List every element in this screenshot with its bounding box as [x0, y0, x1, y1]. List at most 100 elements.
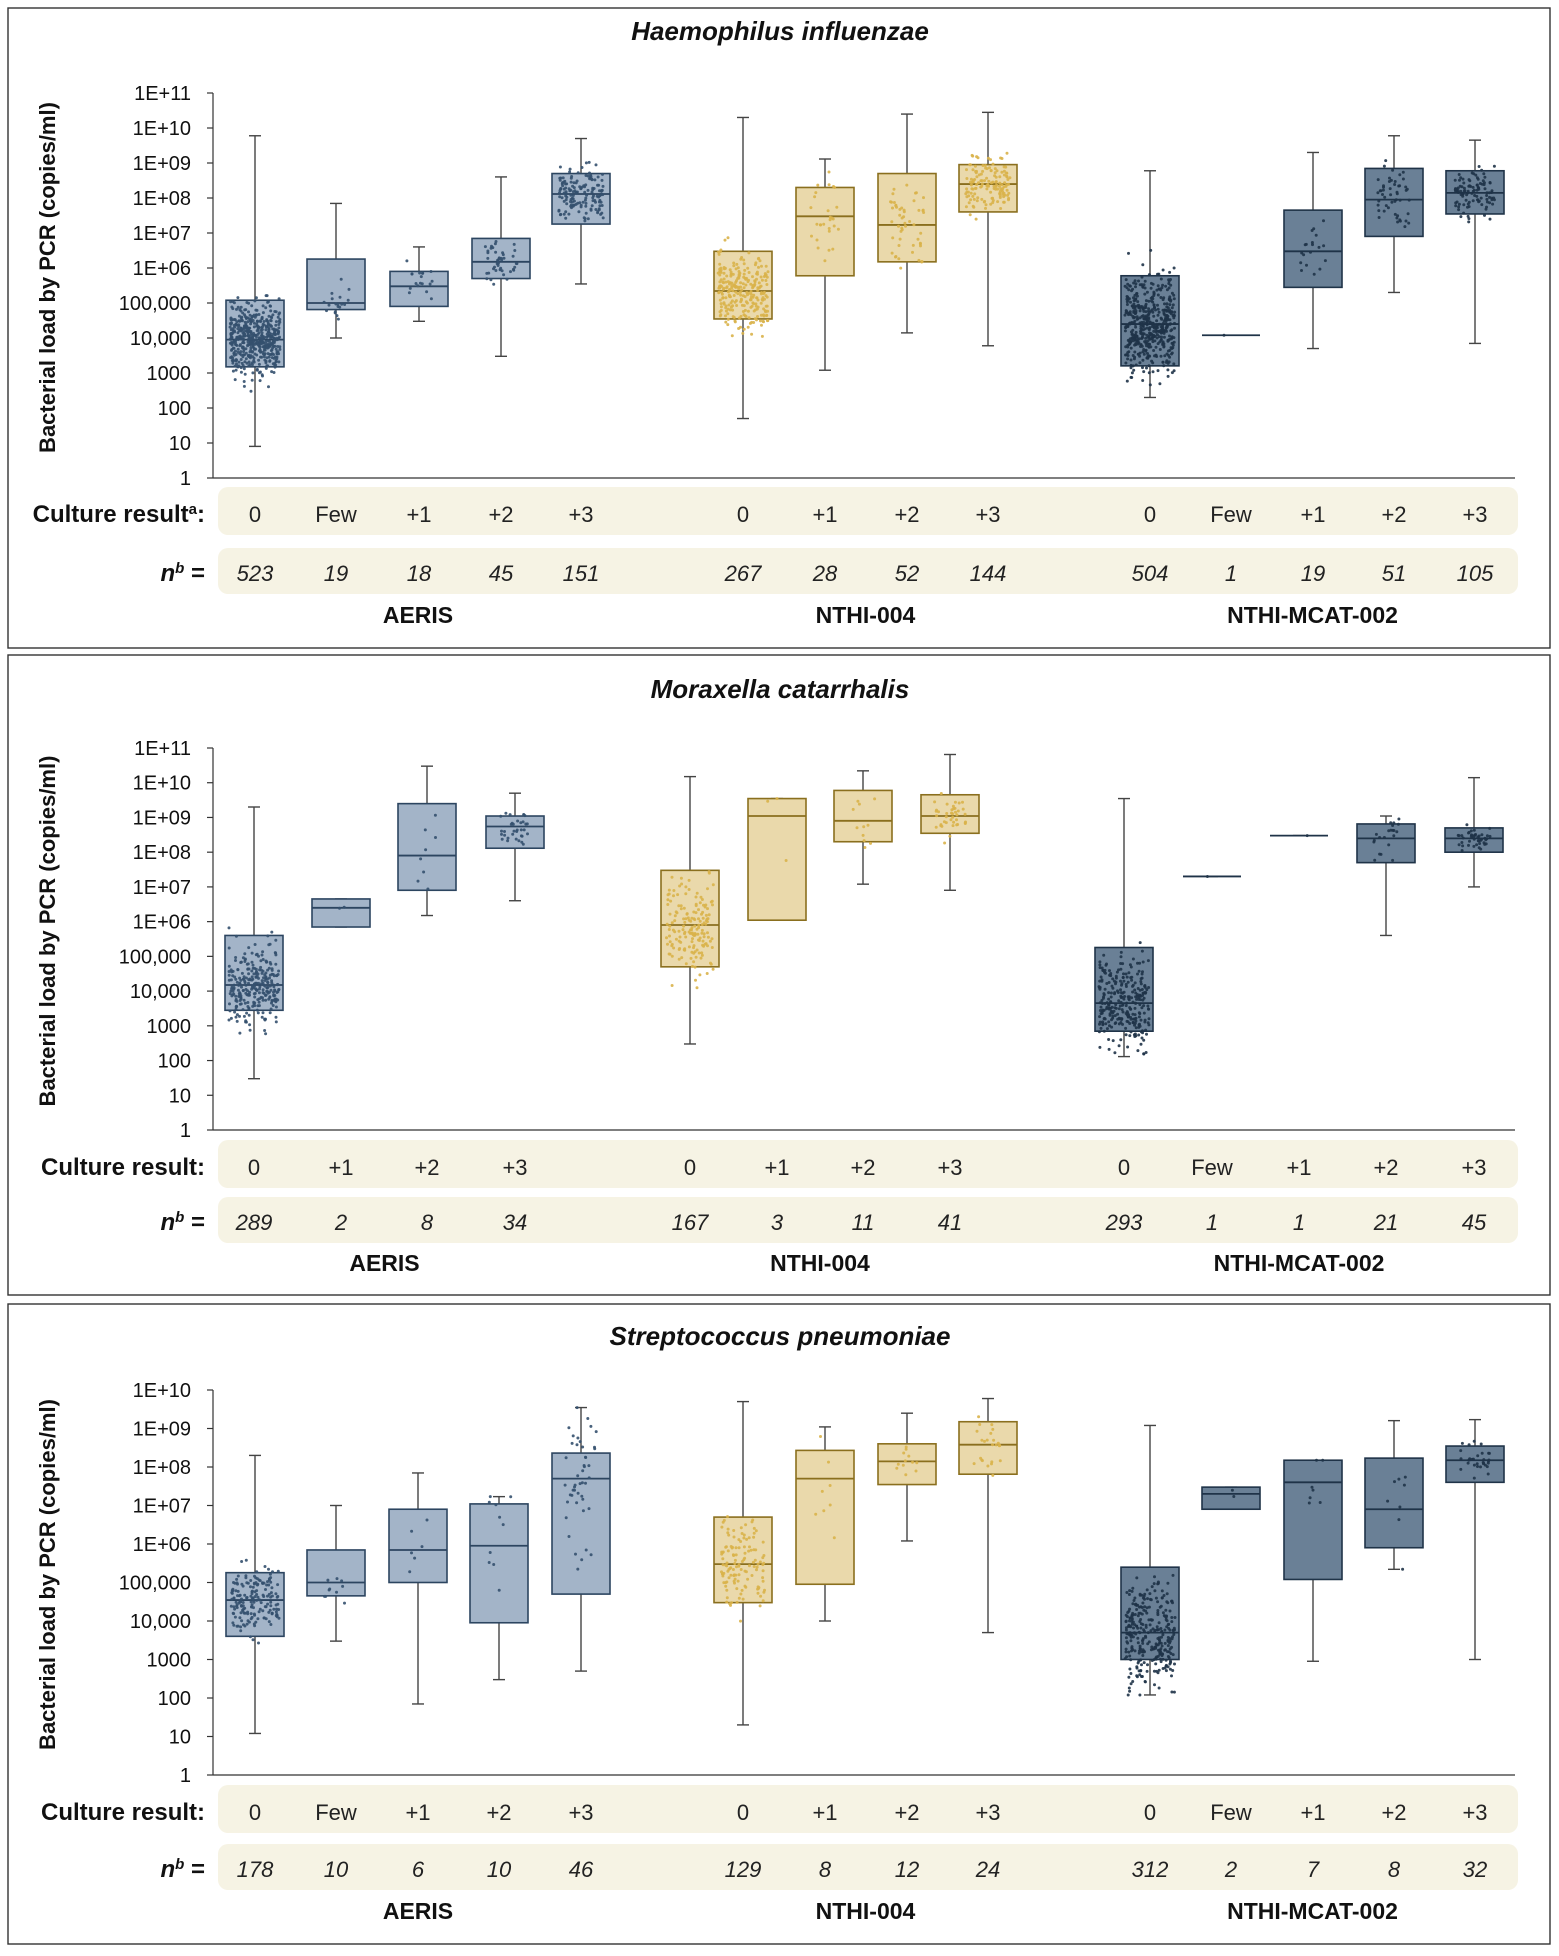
data-point	[253, 1001, 257, 1005]
data-point	[255, 319, 259, 323]
data-point	[263, 1565, 267, 1568]
data-point	[257, 362, 261, 366]
y-tick-label: 1E+10	[133, 1380, 191, 1402]
data-point	[1166, 1581, 1170, 1585]
y-tick-label: 1000	[147, 1650, 192, 1672]
data-point	[275, 1595, 279, 1599]
data-point	[1160, 286, 1164, 290]
data-point	[1476, 198, 1480, 202]
data-point	[341, 1584, 345, 1588]
data-point	[1133, 323, 1137, 326]
data-point	[564, 1516, 568, 1520]
category-label: +2	[1381, 1800, 1406, 1825]
data-point	[271, 1570, 274, 1574]
data-point	[1170, 351, 1174, 355]
data-point	[732, 316, 736, 319]
data-point	[517, 839, 521, 843]
series-aeris	[224, 765, 545, 1080]
data-point	[721, 296, 725, 300]
data-point	[765, 295, 769, 299]
data-point	[1129, 1682, 1133, 1686]
data-point	[1127, 288, 1131, 292]
data-point	[827, 170, 831, 174]
data-point	[247, 946, 251, 950]
data-point	[742, 313, 746, 317]
data-point	[746, 293, 749, 297]
data-point	[1132, 1599, 1136, 1602]
data-point	[246, 344, 250, 348]
data-point	[277, 326, 281, 330]
data-point	[1461, 177, 1465, 181]
data-point	[751, 284, 755, 287]
data-point	[704, 913, 708, 917]
data-point	[584, 201, 588, 205]
data-point	[742, 1536, 746, 1540]
culture-band	[218, 1140, 1518, 1188]
data-point	[1102, 953, 1106, 957]
n-value: 1	[1293, 1210, 1305, 1235]
data-point	[750, 332, 754, 336]
data-point	[1136, 317, 1140, 321]
data-point	[1454, 187, 1458, 191]
data-point	[425, 1518, 429, 1522]
data-point	[697, 923, 701, 927]
data-point	[704, 919, 708, 923]
data-point	[423, 828, 427, 832]
data-point	[245, 301, 249, 304]
data-point	[1131, 1602, 1135, 1606]
y-tick-label: 1E+11	[134, 738, 191, 760]
data-point	[1158, 348, 1162, 351]
data-point	[1127, 1593, 1131, 1596]
data-point	[330, 297, 334, 301]
data-point	[1457, 834, 1461, 838]
category-label: +2	[488, 502, 513, 527]
data-point	[1140, 972, 1144, 976]
data-point	[262, 345, 266, 349]
data-point	[583, 219, 587, 223]
data-point	[246, 320, 250, 324]
data-point	[238, 995, 242, 998]
data-point	[506, 836, 510, 840]
data-point	[911, 243, 915, 247]
culture-band	[218, 487, 1518, 535]
data-point	[274, 938, 278, 942]
data-point	[1475, 1462, 1479, 1466]
data-point	[1124, 1647, 1128, 1651]
data-point	[240, 985, 243, 989]
data-point	[979, 1456, 983, 1460]
data-point	[494, 269, 498, 272]
data-point	[497, 1588, 501, 1592]
data-point	[234, 368, 238, 372]
data-point	[1311, 243, 1314, 247]
category-label: +1	[1286, 1155, 1311, 1180]
y-tick-label: 100,000	[119, 946, 191, 968]
category-label: +1	[406, 502, 431, 527]
data-point	[751, 1518, 755, 1522]
data-point	[274, 962, 278, 966]
data-point	[251, 355, 255, 359]
data-point	[753, 263, 757, 267]
data-point	[1167, 1656, 1171, 1660]
data-point	[227, 1018, 231, 1022]
data-point	[1137, 1033, 1141, 1037]
data-point	[983, 199, 987, 203]
data-point	[730, 284, 734, 288]
data-point	[1310, 229, 1314, 232]
data-point	[1145, 1611, 1149, 1615]
data-point	[1458, 178, 1461, 182]
data-point	[1134, 309, 1138, 313]
data-point	[1407, 198, 1411, 202]
data-point	[694, 955, 698, 959]
data-point	[939, 824, 943, 828]
data-point	[1100, 999, 1104, 1002]
data-point	[1472, 1476, 1476, 1480]
data-point	[978, 1423, 982, 1426]
data-point	[1124, 1626, 1128, 1630]
data-point	[995, 169, 999, 173]
data-point	[741, 282, 745, 286]
data-point	[1120, 982, 1124, 986]
data-point	[492, 282, 496, 286]
data-point	[1467, 1458, 1471, 1462]
data-point	[588, 176, 592, 180]
data-point	[1008, 176, 1012, 180]
